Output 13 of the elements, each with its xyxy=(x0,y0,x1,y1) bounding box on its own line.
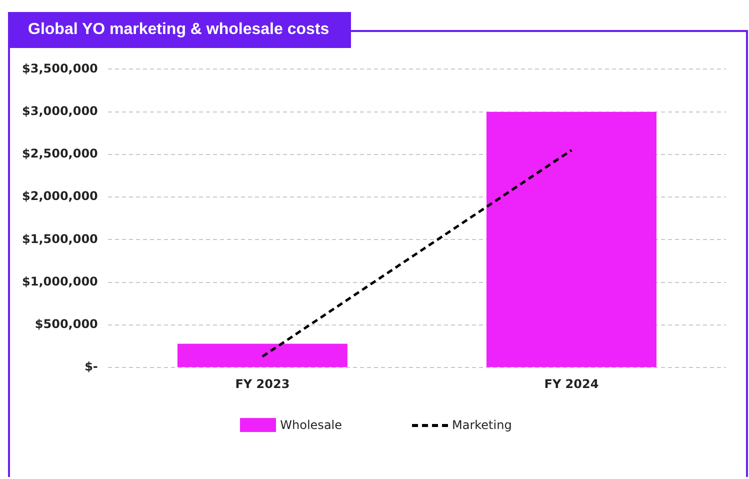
y-tick-label: $3,500,000 xyxy=(22,61,98,76)
x-tick-label: FY 2024 xyxy=(544,376,599,391)
x-tick-label: FY 2023 xyxy=(235,376,290,391)
y-tick-label: $2,500,000 xyxy=(22,146,98,161)
legend-label: Marketing xyxy=(452,418,512,432)
y-tick-label: $2,000,000 xyxy=(22,189,98,204)
y-tick-label: $1,000,000 xyxy=(22,274,98,288)
legend-label: Wholesale xyxy=(280,418,342,432)
y-tick-label: $500,000 xyxy=(34,317,98,332)
y-tick-label: $3,000,000 xyxy=(22,104,98,118)
chart-title: Global YO marketing & wholesale costs xyxy=(8,12,352,48)
y-tick-label: $- xyxy=(84,360,98,374)
y-tick-label: $1,500,000 xyxy=(22,232,98,246)
